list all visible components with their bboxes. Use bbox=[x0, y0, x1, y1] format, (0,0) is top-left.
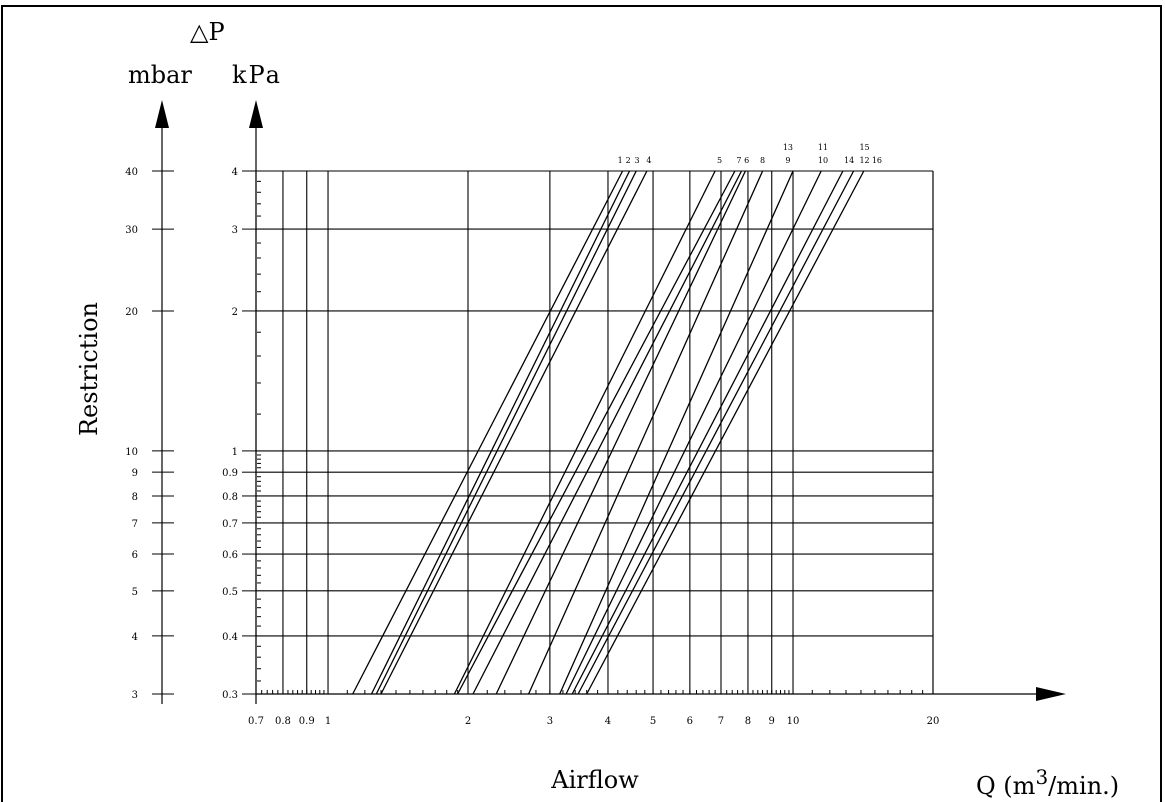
x-tick-label-8: 8 bbox=[745, 716, 751, 727]
tick-labels: 0.7 0.8 0.9 1 2 3 4 5 6 7 8 9 10 203 0.34 0.45 0.56 0.67 0… bbox=[125, 143, 939, 727]
mbar-tick-label-4: 4 bbox=[132, 632, 138, 643]
kpa-tick-label-3: 3 bbox=[232, 225, 238, 236]
curve-1-0 bbox=[352, 170, 624, 695]
curve-label-6: 6 bbox=[744, 156, 749, 165]
curve-label-5: 5 bbox=[717, 156, 722, 165]
curve-16-13 bbox=[586, 170, 865, 695]
kpa-tick-label-0.9: 0.9 bbox=[222, 468, 238, 479]
y-axis-title: Restriction bbox=[75, 302, 103, 436]
curve-8-8 bbox=[528, 170, 764, 695]
x-tick-label-0.7: 0.7 bbox=[248, 716, 264, 727]
kpa-tick-label-0.8: 0.8 bbox=[222, 492, 238, 503]
kpa-tick-label-2: 2 bbox=[232, 307, 238, 318]
axes bbox=[152, 100, 1066, 704]
x-axis-arrow bbox=[1036, 687, 1066, 701]
curves bbox=[352, 170, 865, 695]
mbar-unit-label: mbar bbox=[128, 61, 192, 89]
curve-label-4: 4 bbox=[646, 156, 651, 165]
mbar-tick-label-40: 40 bbox=[125, 167, 138, 178]
x-tick-label-0.8: 0.8 bbox=[275, 716, 291, 727]
curve-label-14: 14 bbox=[844, 156, 854, 165]
curve-label-13: 13 bbox=[783, 143, 793, 152]
kpa-axis-arrow bbox=[249, 100, 263, 128]
curve-2-1 bbox=[370, 170, 631, 695]
kpa-tick-label-0.7: 0.7 bbox=[222, 519, 238, 530]
x-tick-label-20: 20 bbox=[927, 716, 940, 727]
mbar-tick-label-9: 9 bbox=[132, 468, 138, 479]
curve-3-3 bbox=[380, 170, 648, 695]
mbar-tick-label-8: 8 bbox=[132, 492, 138, 503]
x-unit-suffix: /min.) bbox=[1048, 772, 1119, 800]
x-tick-label-5: 5 bbox=[650, 716, 656, 727]
x-tick-label-1: 1 bbox=[325, 716, 331, 727]
kpa-tick-label-1: 1 bbox=[232, 447, 238, 458]
curve-label-1: 1 bbox=[618, 156, 623, 165]
curve-10-10 bbox=[565, 170, 822, 695]
mbar-tick-label-30: 30 bbox=[125, 225, 138, 236]
x-unit-superscript: 3 bbox=[1035, 765, 1048, 789]
x-tick-label-10: 10 bbox=[787, 716, 800, 727]
figure-border bbox=[1, 5, 1162, 802]
x-tick-label-4: 4 bbox=[605, 716, 611, 727]
curve-9-9 bbox=[559, 170, 794, 695]
curve-label-12: 12 bbox=[859, 156, 869, 165]
kpa-tick-label-0.6: 0.6 bbox=[222, 550, 238, 561]
curve-14-12 bbox=[577, 170, 855, 695]
x-axis-title: Airflow bbox=[550, 766, 639, 794]
kpa-tick-label-4: 4 bbox=[232, 167, 238, 178]
curve-label-7: 7 bbox=[736, 156, 741, 165]
x-tick-label-3: 3 bbox=[547, 716, 553, 727]
mbar-tick-label-10: 10 bbox=[125, 447, 138, 458]
curve-label-2: 2 bbox=[626, 156, 631, 165]
x-tick-label-7: 7 bbox=[718, 716, 724, 727]
x-unit-label: Q (m3/min.) bbox=[976, 765, 1119, 800]
x-tick-label-0.9: 0.9 bbox=[299, 716, 315, 727]
x-tick-label-2: 2 bbox=[465, 716, 471, 727]
curve-label-15: 15 bbox=[859, 143, 869, 152]
delta-p-label: △P bbox=[190, 18, 225, 46]
curve-label-16: 16 bbox=[872, 156, 882, 165]
x-tick-label-9: 9 bbox=[769, 716, 775, 727]
x-tick-label-6: 6 bbox=[687, 716, 693, 727]
curve-4-4 bbox=[453, 170, 716, 695]
curve-7-7 bbox=[495, 170, 746, 695]
kpa-tick-label-0.5: 0.5 bbox=[222, 587, 238, 598]
x-unit-prefix: Q (m bbox=[976, 772, 1036, 800]
curve-label-3: 3 bbox=[635, 156, 640, 165]
curve-2-2 bbox=[375, 170, 637, 695]
curve-5-5 bbox=[457, 170, 736, 695]
mbar-tick-label-7: 7 bbox=[132, 519, 138, 530]
kpa-tick-label-0.4: 0.4 bbox=[222, 632, 238, 643]
mbar-tick-label-6: 6 bbox=[132, 550, 138, 561]
curve-label-9: 9 bbox=[785, 156, 790, 165]
mbar-tick-label-5: 5 bbox=[132, 587, 138, 598]
mbar-tick-label-20: 20 bbox=[125, 307, 138, 318]
mbar-axis-arrow bbox=[155, 100, 169, 128]
curve-label-11: 11 bbox=[818, 143, 828, 152]
grid bbox=[255, 170, 934, 694]
mbar-tick-label-3: 3 bbox=[132, 690, 138, 701]
curve-label-8: 8 bbox=[760, 156, 765, 165]
kpa-tick-label-0.3: 0.3 bbox=[222, 690, 238, 701]
curve-6-6 bbox=[472, 170, 743, 695]
kpa-unit-label: kPa bbox=[232, 61, 282, 89]
curve-label-10: 10 bbox=[818, 156, 828, 165]
curve-12-11 bbox=[571, 170, 844, 695]
